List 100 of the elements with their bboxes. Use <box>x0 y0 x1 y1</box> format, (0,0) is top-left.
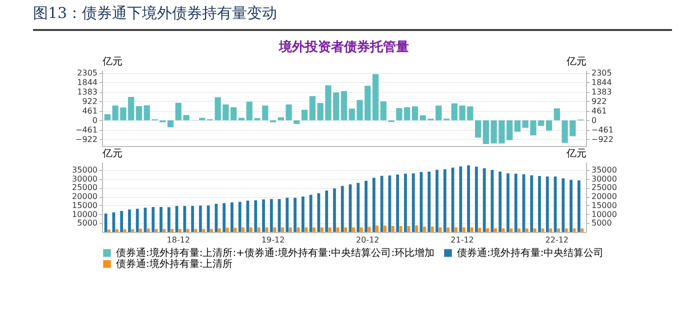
bar <box>170 228 174 232</box>
bar <box>415 225 418 232</box>
y-tick-label: 10000 <box>72 210 98 219</box>
bar <box>396 174 400 232</box>
y-tick-label: 0 <box>92 116 98 125</box>
bar <box>538 176 541 232</box>
bar <box>360 227 363 232</box>
bar <box>388 175 392 232</box>
y-tick-label: 25000 <box>72 183 98 192</box>
bar <box>136 106 142 120</box>
y-axis-title: 亿元 <box>102 148 122 160</box>
bar <box>340 91 348 120</box>
y2-tick-label: 20000 <box>592 192 617 202</box>
bar <box>490 170 494 232</box>
bar <box>352 227 355 232</box>
bar <box>340 186 344 232</box>
bar <box>486 228 490 232</box>
bar <box>123 229 126 232</box>
y2-tick-label: 5000 <box>592 218 612 228</box>
bar <box>218 228 221 232</box>
bar <box>226 228 229 232</box>
bar <box>309 96 316 120</box>
bar <box>139 228 142 232</box>
bar <box>136 208 139 232</box>
bar <box>281 227 284 232</box>
bar <box>380 176 384 232</box>
bar <box>186 228 190 232</box>
bar <box>257 227 260 232</box>
bar <box>407 226 410 232</box>
y2-tick-label: 10000 <box>592 210 617 219</box>
bar <box>514 120 521 132</box>
bar <box>384 226 386 232</box>
y2-tick-label: 2305 <box>592 68 612 78</box>
y-tick-label: 30000 <box>72 174 98 184</box>
bar <box>380 101 386 120</box>
bar <box>474 120 482 138</box>
y-tick-label: −461 <box>76 125 98 134</box>
y2-tick-label: 0 <box>592 116 597 125</box>
bar <box>570 180 573 232</box>
bar <box>183 206 186 232</box>
y2-tick-label: −922 <box>592 134 614 144</box>
chart-subtitle: 境外投资者债券托管量 <box>278 39 409 55</box>
bar <box>320 227 324 232</box>
bar <box>530 175 534 232</box>
bar <box>554 108 560 120</box>
bar <box>160 207 162 232</box>
bar <box>372 178 376 232</box>
y2-tick-label: 1383 <box>592 87 612 96</box>
bar <box>526 228 528 232</box>
y-tick-label: 461 <box>82 106 98 116</box>
bar <box>564 228 568 232</box>
bar <box>278 199 281 232</box>
bar <box>250 227 252 232</box>
bar <box>328 227 332 232</box>
y2-tick-label: 1844 <box>592 78 612 87</box>
bar <box>459 166 462 232</box>
y-tick-label: 20000 <box>72 192 98 202</box>
bar <box>436 170 438 232</box>
bar <box>154 228 158 232</box>
y2-axis-title: 亿元 <box>566 56 586 68</box>
y-tick-label: 35000 <box>72 165 98 174</box>
bar <box>462 227 466 232</box>
bar <box>494 228 497 232</box>
x-tick-label: 18-12 <box>166 236 190 244</box>
bar <box>288 227 292 232</box>
y2-tick-label: 461 <box>592 106 607 116</box>
bar <box>312 227 316 232</box>
legend-label: 债券通:境外持有量:上清所 <box>116 258 233 270</box>
bar <box>482 168 486 232</box>
y-tick-label: 15000 <box>72 200 98 210</box>
y-axis-title: 亿元 <box>102 56 122 68</box>
bar <box>302 196 304 232</box>
bar <box>270 199 273 232</box>
bar <box>242 227 245 232</box>
bar <box>376 226 379 232</box>
bar <box>546 120 552 131</box>
bar <box>222 203 226 232</box>
bar <box>206 205 210 232</box>
bar <box>391 226 394 232</box>
y2-axis-title: 亿元 <box>566 148 586 160</box>
legend-label: 债券通:境外持有量:中央结算公司 <box>457 247 604 259</box>
y2-tick-label: −461 <box>592 125 614 134</box>
y-tick-label: 922 <box>82 96 98 106</box>
bar <box>210 228 214 232</box>
bar <box>446 227 450 232</box>
bar <box>364 180 368 232</box>
bar <box>294 198 297 232</box>
bar <box>115 229 118 232</box>
bar <box>430 226 434 232</box>
bar <box>131 229 134 232</box>
bar <box>238 118 245 120</box>
y2-tick-label: 35000 <box>592 165 617 174</box>
bar <box>234 228 237 232</box>
bar <box>474 166 478 232</box>
bar <box>498 172 502 232</box>
bar <box>412 106 418 120</box>
bar <box>478 228 482 232</box>
bar <box>309 194 312 232</box>
bar <box>577 180 580 232</box>
bar <box>333 188 336 232</box>
